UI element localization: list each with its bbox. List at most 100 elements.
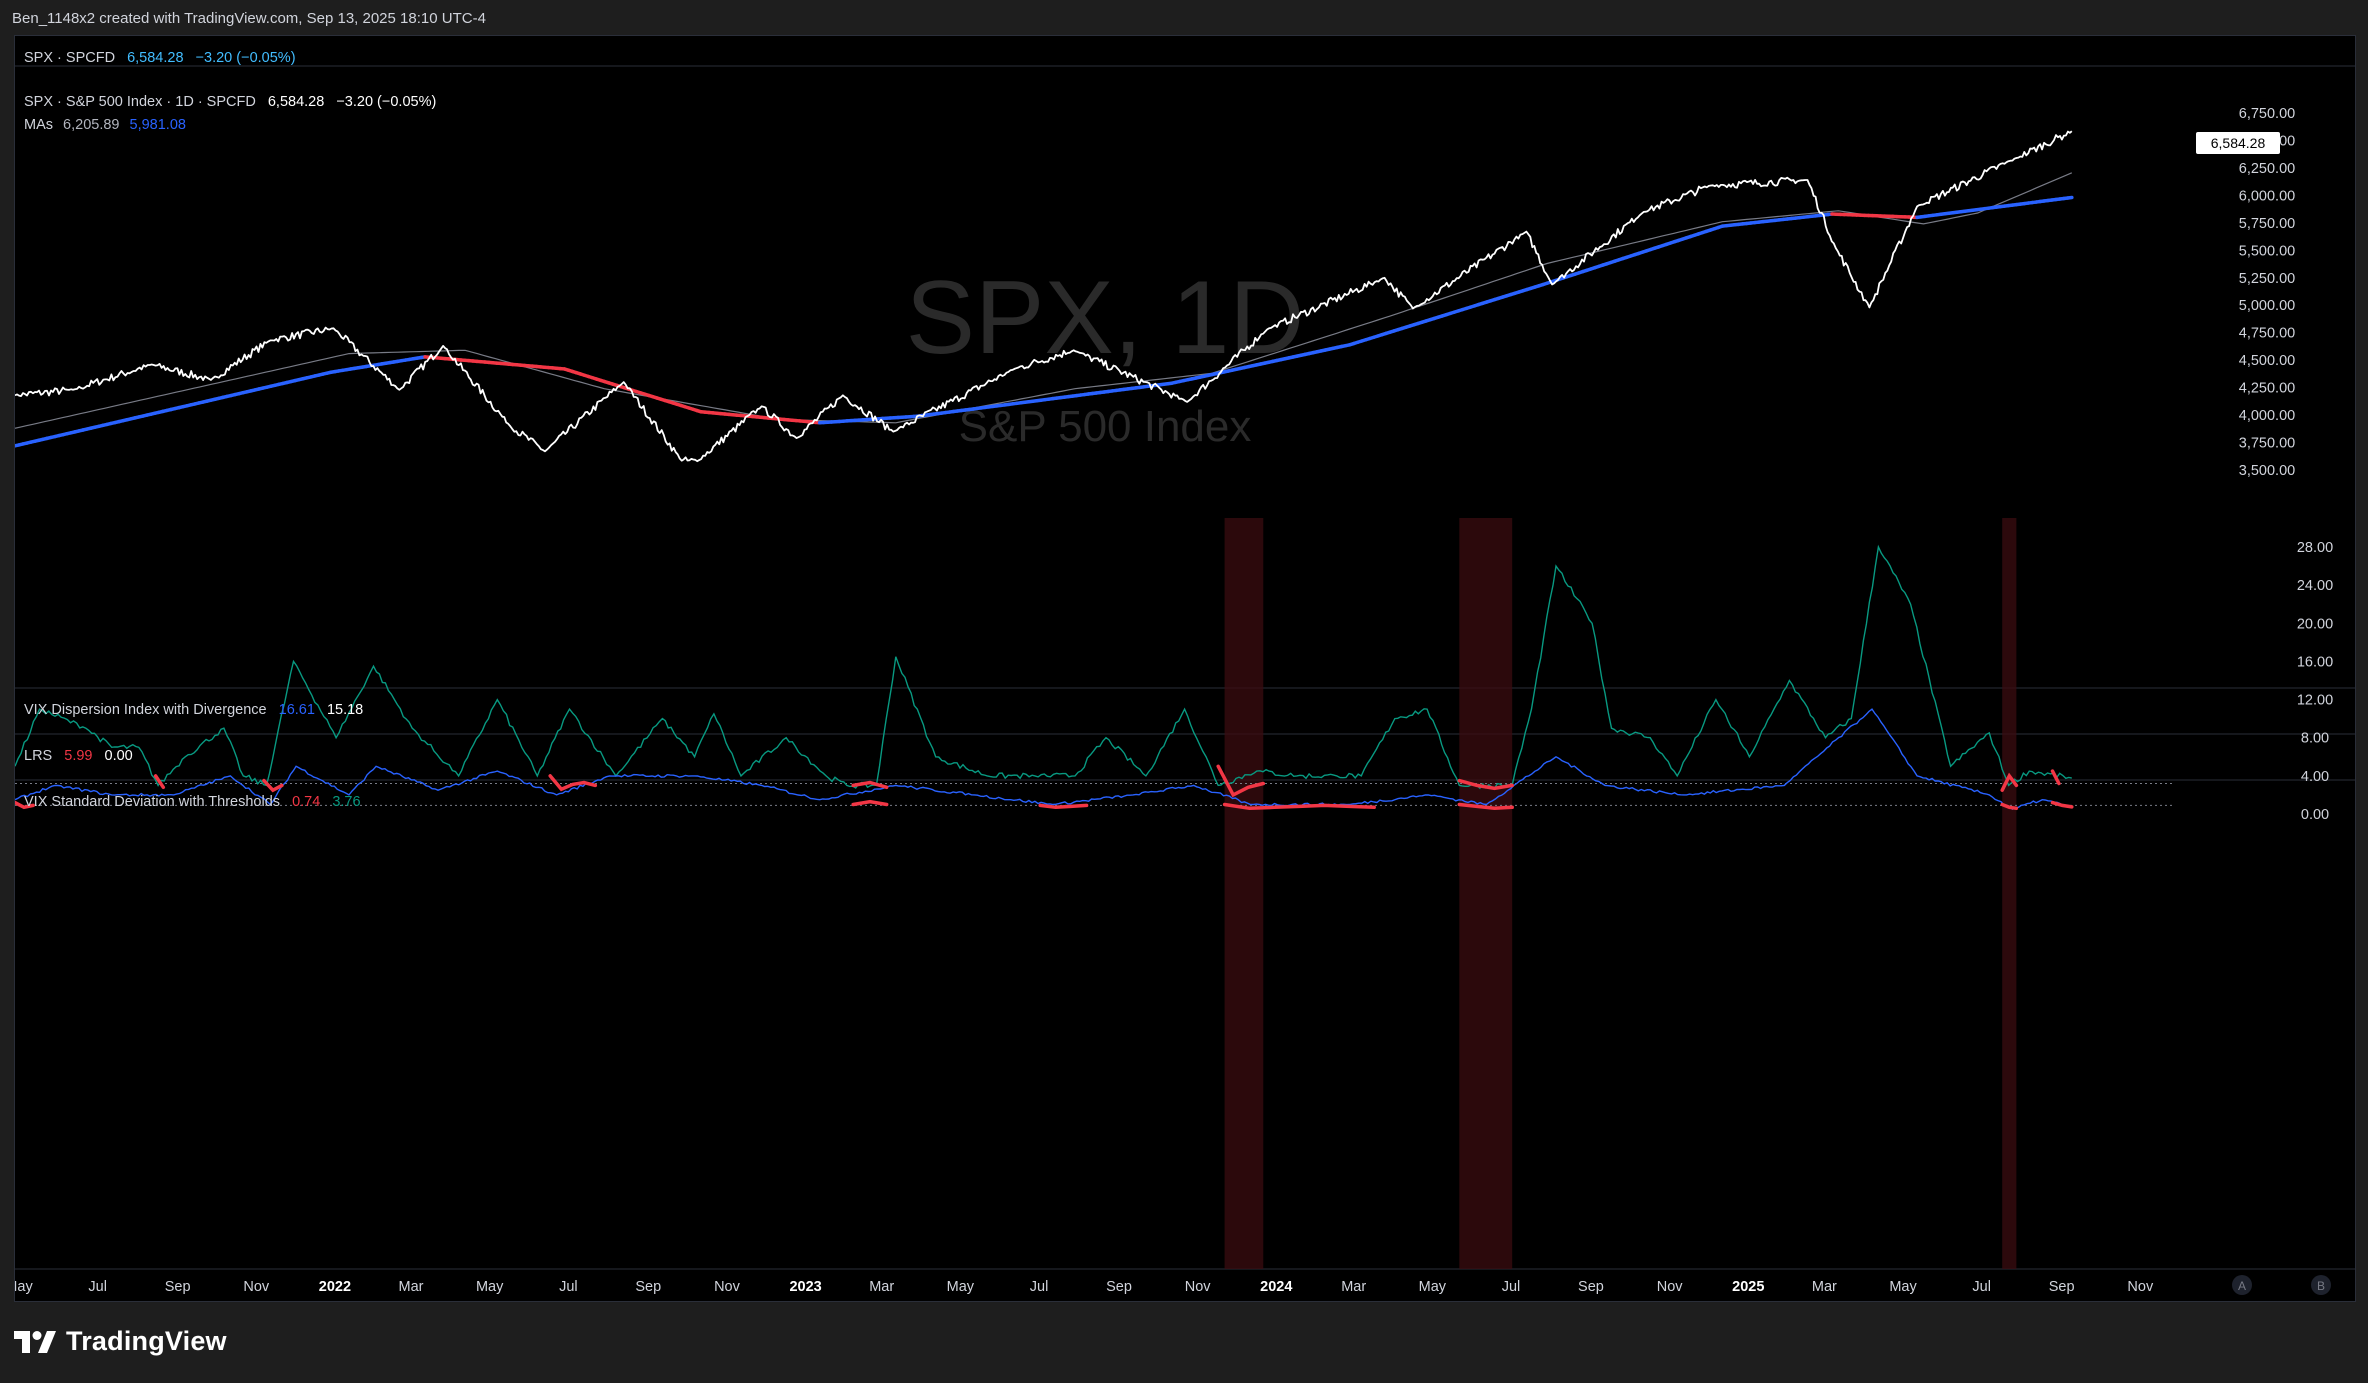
dispersion-legend[interactable]: VIX Dispersion Index with Divergence 16.… (24, 702, 363, 718)
std-axis-label: 8.00 (2301, 731, 2329, 747)
last-price-tag: 6,584.28 (2196, 132, 2280, 154)
auto-scale-button-bg[interactable] (2232, 1275, 2252, 1295)
time-axis-label: 2025 (1732, 1279, 1764, 1295)
price-axis-label: 5,250.00 (2239, 271, 2295, 287)
std-legend-v2: 3.76 (332, 794, 360, 810)
time-axis-label: Nov (2127, 1279, 2154, 1295)
std-red-segment (2000, 772, 2019, 792)
time-axis-label: Jul (1502, 1279, 1521, 1295)
std-pane-plot[interactable] (13, 544, 2074, 811)
std-axis[interactable]: 28.00 24.00 20.00 16.00 12.00 8.00 4.00 0.00 (2297, 540, 2333, 823)
symbol-legend-price: 6,584.28 (127, 50, 183, 66)
time-axis-label: Sep (635, 1279, 661, 1295)
price-axis-label: 6,750.00 (2239, 106, 2295, 122)
price-axis-label: 4,750.00 (2239, 326, 2295, 342)
std-legend-label: VIX Standard Deviation with Thresholds (24, 794, 280, 810)
dispersion-legend-v1: 16.61 (279, 702, 315, 718)
time-axis-label: Nov (1185, 1279, 1212, 1295)
std-red-segment (1038, 803, 1089, 810)
shaded-period (1459, 518, 1513, 1269)
watermark-title: SPX, 1D (906, 260, 1305, 376)
auto-scale-button[interactable]: A (2232, 1275, 2252, 1295)
ma-legend-slow: 5,981.08 (130, 117, 186, 133)
std-red-segment (1216, 764, 1266, 798)
chart-background (15, 36, 2355, 1301)
lrs-legend-v2: 0.00 (105, 748, 133, 764)
time-axis-label: 2022 (319, 1279, 351, 1295)
std-axis-label: 24.00 (2297, 578, 2333, 594)
time-axis-label: Nov (243, 1279, 270, 1295)
time-axis-label: Nov (1657, 1279, 1684, 1295)
std-legend-v1: 0.74 (292, 794, 320, 810)
dispersion-legend-v2: 15.18 (327, 702, 363, 718)
time-axis-label: Nov (714, 1279, 741, 1295)
main-legend[interactable]: SPX · S&P 500 Index · 1D · SPCFD 6,584.2… (24, 94, 436, 110)
time-axis-label: Mar (1812, 1279, 1837, 1295)
ma-legend[interactable]: MAs 6,205.89 5,981.08 (24, 117, 186, 133)
time-axis-label: Jul (88, 1279, 107, 1295)
price-axis-label: 3,750.00 (2239, 436, 2295, 452)
dispersion-legend-label: VIX Dispersion Index with Divergence (24, 702, 267, 718)
price-axis[interactable]: 6,750.006,500.006,250.006,000.005,750.00… (2239, 106, 2295, 479)
buy-sell-button[interactable]: B (2311, 1275, 2331, 1295)
std-legend[interactable]: VIX Standard Deviation with Thresholds 0… (24, 794, 361, 810)
time-axis-label: May (947, 1279, 975, 1295)
std-axis-label: 20.00 (2297, 616, 2333, 632)
std-red-segment (153, 774, 166, 790)
main-legend-price: 6,584.28 (268, 94, 324, 110)
std-axis-label: 0.00 (2301, 807, 2329, 823)
time-axis-label: Sep (1578, 1279, 1604, 1295)
main-legend-title: SPX · S&P 500 Index · 1D · SPCFD (24, 94, 256, 110)
symbol-legend[interactable]: SPX · SPCFD 6,584.28 −3.20 (−0.05%) (24, 50, 296, 66)
auto-scale-button-label: A (2238, 1279, 2246, 1293)
main-legend-change: −3.20 (−0.05%) (336, 94, 436, 110)
std-red-segment (1457, 802, 1514, 811)
price-axis-label: 4,500.00 (2239, 353, 2295, 369)
std-blue-line[interactable] (14, 708, 2073, 811)
std-red-segment (1222, 802, 1376, 811)
time-axis-label: Jul (1030, 1279, 1049, 1295)
price-axis-label: 4,250.00 (2239, 381, 2295, 397)
shaded-period (1224, 518, 1264, 1269)
price-axis-label: 3,500.00 (2239, 463, 2295, 479)
time-axis-label: May (1419, 1279, 1447, 1295)
time-axis-label: Sep (1106, 1279, 1132, 1295)
time-axis-label: May (1889, 1279, 1917, 1295)
spx-price-line[interactable] (14, 130, 2073, 463)
price-pane-plot[interactable] (13, 130, 2074, 463)
std-red-segment (548, 774, 598, 792)
std-green-line[interactable] (14, 544, 2072, 790)
price-axis-label: 5,500.00 (2239, 243, 2295, 259)
ma-legend-label: MAs (24, 117, 53, 133)
ma-fast-line[interactable] (14, 172, 2073, 429)
buy-sell-button-bg[interactable] (2311, 1275, 2331, 1295)
time-axis-label: Jul (559, 1279, 578, 1295)
std-axis-label: 12.00 (2297, 693, 2333, 709)
chart-canvas[interactable]: SPX, 1D S&P 500 Index 6,750.006,500.006,… (5, 36, 2355, 1301)
time-axis-label: Sep (165, 1279, 191, 1295)
brand-logo[interactable]: TradingView (14, 1326, 227, 1357)
price-axis-label: 6,250.00 (2239, 161, 2295, 177)
symbol-legend-name: SPX · SPCFD (24, 50, 115, 66)
chart-frame[interactable]: SPX, 1D S&P 500 Index 6,750.006,500.006,… (5, 35, 2356, 1302)
symbol-legend-change: −3.20 (−0.05%) (196, 50, 296, 66)
time-axis-label: 2024 (1260, 1279, 1292, 1295)
ma-slow-segment (2066, 195, 2074, 200)
time-axis-label: 2023 (789, 1279, 821, 1295)
std-red-segment (851, 780, 889, 790)
std-red-segment (2000, 802, 2019, 811)
price-axis-label: 5,750.00 (2239, 216, 2295, 232)
brand-name: TradingView (66, 1326, 227, 1356)
price-axis-label: 5,000.00 (2239, 298, 2295, 314)
std-axis-label: 28.00 (2297, 540, 2333, 556)
buy-sell-button-label: B (2317, 1279, 2325, 1293)
std-red-segment (2050, 769, 2061, 786)
threshold-shading (1224, 518, 2017, 1269)
time-axis-label: May (15, 1279, 33, 1295)
time-axis-label: May (476, 1279, 504, 1295)
lrs-legend-v1: 5.99 (64, 748, 92, 764)
time-axis-label: Mar (869, 1279, 894, 1295)
time-axis-label: Jul (1972, 1279, 1991, 1295)
lrs-legend[interactable]: LRS 5.99 0.00 (24, 748, 133, 764)
std-axis-label: 4.00 (2301, 769, 2329, 785)
